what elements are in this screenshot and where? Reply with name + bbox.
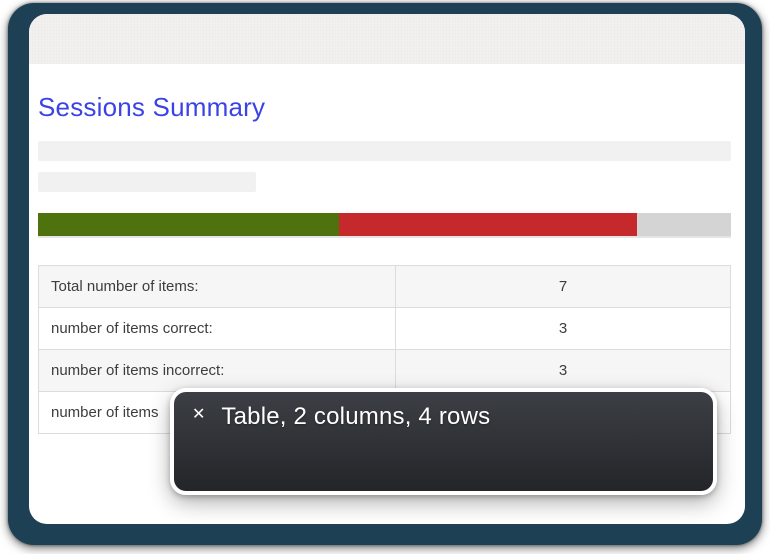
voiceover-caption-panel: ✕ Table, 2 columns, 4 rows <box>170 388 717 495</box>
browser-chrome-strip <box>29 14 745 64</box>
row-label: number of items correct: <box>38 307 396 350</box>
row-value: 7 <box>395 265 731 308</box>
table-row: number of items correct: 3 <box>38 307 731 350</box>
skeleton-bar-short <box>38 172 256 192</box>
voiceover-caption-text: Table, 2 columns, 4 rows <box>221 403 491 430</box>
session-progress-bar <box>38 213 731 236</box>
progress-segment-incorrect <box>339 213 637 236</box>
table-row: number of items incorrect: 3 <box>38 349 731 392</box>
row-label: number of items incorrect: <box>38 349 396 392</box>
row-label: Total number of items: <box>38 265 396 308</box>
table-row: Total number of items: 7 <box>38 265 731 308</box>
progress-segment-correct <box>38 213 340 236</box>
content-card: Sessions Summary Total number of items: … <box>29 14 745 524</box>
row-value: 3 <box>395 307 731 350</box>
row-value: 3 <box>395 349 731 392</box>
progress-segment-remaining <box>636 213 731 236</box>
close-icon[interactable]: ✕ <box>192 406 206 423</box>
page-title: Sessions Summary <box>38 92 266 123</box>
skeleton-bar-wide <box>38 141 731 161</box>
